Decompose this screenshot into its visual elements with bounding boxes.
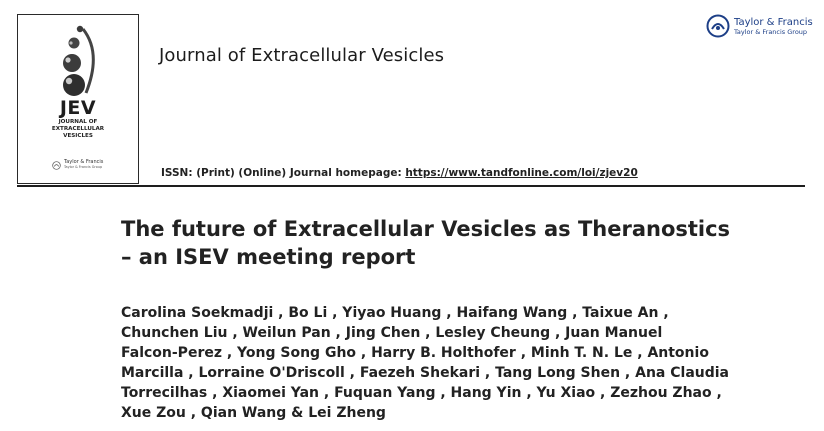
author-line: Xue Zou , Qian Wang & Lei Zheng <box>121 405 386 421</box>
issn-prefix: ISSN: (Print) (Online) Journal homepage: <box>161 167 406 179</box>
cover-full-title: JOURNAL OF EXTRACELLULAR VESICLES <box>51 119 105 139</box>
jev-vesicle-logo-icon <box>63 25 95 96</box>
journal-cover-thumbnail: JEV JOURNAL OF EXTRACELLULAR VESICLES Ta… <box>17 14 139 184</box>
issn-line: ISSN: (Print) (Online) Journal homepage:… <box>161 167 638 179</box>
author-line: Torrecilhas , Xiaomei Yan , Fuquan Yang … <box>121 385 722 401</box>
author-list: Carolina Soekmadji , Bo Li , Yiyao Huang… <box>121 303 731 423</box>
taylor-francis-small-icon <box>52 160 61 170</box>
publisher-logo[interactable]: Taylor & Francis Taylor & Francis Group <box>706 14 813 38</box>
author-line: Chunchen Liu , Weilun Pan , Jing Chen , … <box>121 325 663 341</box>
author-line: Marcilla , Lorraine O'Driscoll , Faezeh … <box>121 365 730 381</box>
header-divider <box>17 185 805 187</box>
publisher-group: Taylor & Francis Group <box>734 27 808 36</box>
article-title: The future of Extracellular Vesicles as … <box>121 217 731 269</box>
journal-homepage-link[interactable]: https://www.tandfonline.com/loi/zjev20 <box>405 167 638 179</box>
taylor-francis-logo-icon <box>706 14 730 38</box>
author-line: Carolina Soekmadji , Bo Li , Yiyao Huang… <box>121 305 669 321</box>
cover-short-title: JEV <box>59 97 97 119</box>
cover-publisher-logo: Taylor & Francis Taylor & Francis Group <box>52 160 103 170</box>
publisher-name: Taylor & Francis <box>734 16 813 28</box>
journal-title: Journal of Extracellular Vesicles <box>159 45 445 66</box>
author-line: Falcon-Perez , Yong Song Gho , Harry B. … <box>121 345 709 361</box>
